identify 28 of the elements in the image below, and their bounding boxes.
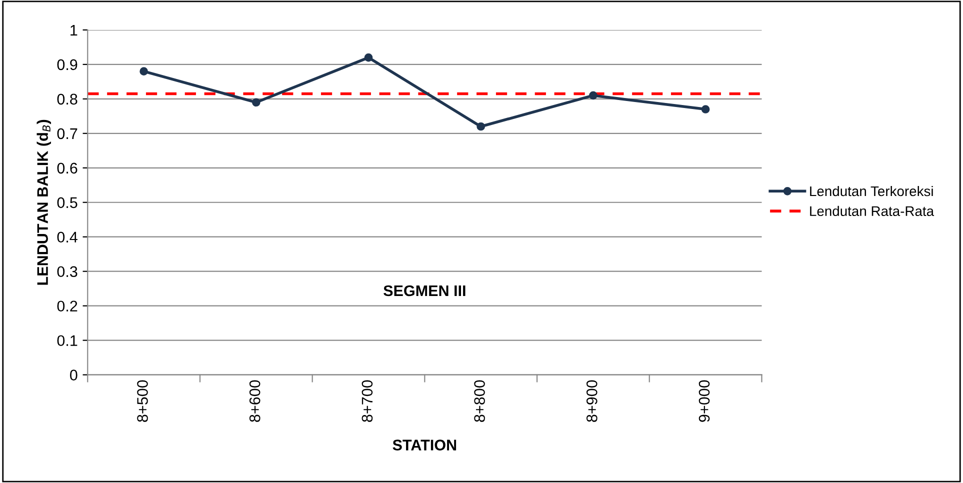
x-tick-label: 9+000 xyxy=(698,380,710,422)
point xyxy=(140,67,148,76)
legend-label: Lendutan Terkoreksi xyxy=(810,186,933,196)
y-tick-label: 0.7 xyxy=(57,128,78,140)
point xyxy=(701,105,710,114)
y-tick-label: 1 xyxy=(70,24,78,36)
point xyxy=(476,122,486,131)
y-tick-label: 0.2 xyxy=(57,300,78,312)
legend-label: Lendutan Rata-Rata xyxy=(810,206,934,216)
x-tick-label: 8+600 xyxy=(249,380,260,422)
point xyxy=(252,98,260,107)
x-tick-label: 8+900 xyxy=(586,380,598,422)
annotation: SEGMEN III xyxy=(384,285,466,296)
y-tick-label: 0.6 xyxy=(57,162,78,174)
y-tick-label: 0.1 xyxy=(57,335,78,346)
y-tick-label: 0.9 xyxy=(57,59,78,70)
x-axis-title: STATION xyxy=(392,440,456,450)
y-tick-label: 0 xyxy=(70,370,78,380)
y-axis-title: LENDUTAN BALIK (d$_{B}$) xyxy=(36,120,51,285)
x-tick-label: 8+700 xyxy=(362,380,373,422)
y-tick-label: 0.3 xyxy=(57,266,78,278)
y-tick-label: 0.4 xyxy=(57,232,78,243)
point xyxy=(589,91,598,100)
y-tick-label: 0.8 xyxy=(57,94,78,105)
point xyxy=(364,53,373,62)
x-tick-label: 8+500 xyxy=(137,380,148,422)
y-tick-label: 0.5 xyxy=(57,197,78,208)
x-tick-label: 8+800 xyxy=(474,380,485,422)
